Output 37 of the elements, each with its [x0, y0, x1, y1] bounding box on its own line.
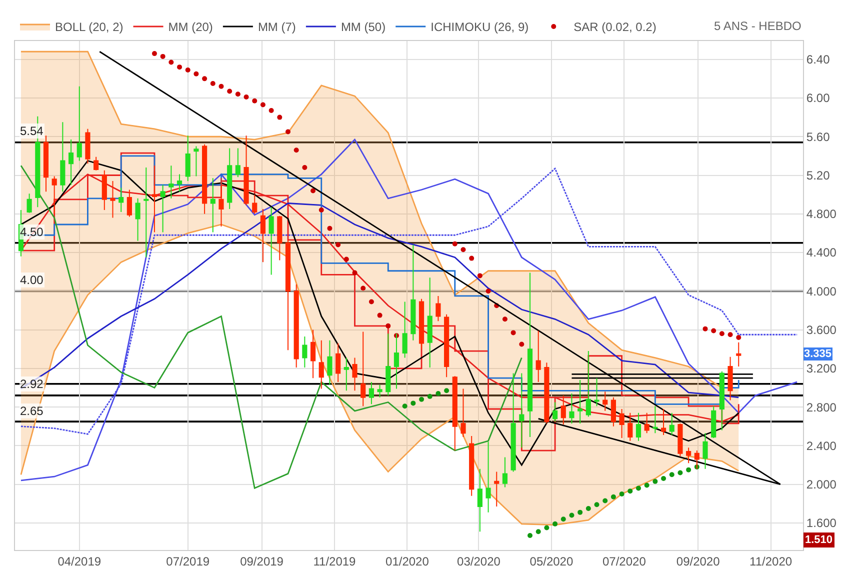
x-tick-label: 03/2020 — [457, 554, 501, 568]
x-tick-label: 11/2020 — [750, 554, 792, 568]
legend-label: MM (50) — [340, 20, 386, 34]
text: 5 ANS - HEBDO — [714, 19, 802, 33]
y-tick-label: 4.400 — [806, 246, 837, 260]
x-tick-label: 09/2020 — [676, 554, 720, 568]
x-tick-label: 04/2019 — [58, 554, 102, 568]
y-tick-label: 2.400 — [806, 438, 837, 453]
legend-label: BOLL (20, 2) — [55, 20, 124, 34]
y-tick-label: 1.600 — [806, 516, 837, 530]
x-tick-label: 11/2019 — [313, 554, 356, 568]
legend-label: MM (7) — [258, 20, 296, 34]
legend-label: ICHIMOKU (26, 9) — [430, 20, 529, 34]
ref-line-label: 2.65 — [20, 404, 44, 418]
legend-label: MM (20) — [168, 20, 213, 34]
annotation: 3.335 — [804, 348, 832, 360]
y-tick-label: 4.800 — [806, 207, 837, 222]
x-tick-label: 07/2019 — [166, 554, 210, 568]
ref-line-label: 4.00 — [20, 273, 44, 287]
y-tick-label: 2.000 — [806, 478, 837, 492]
x-tick-label: 01/2020 — [386, 554, 430, 568]
legend-label: SAR (0.02, 0.2) — [574, 20, 656, 34]
y-tick-label: 6.00 — [806, 91, 830, 106]
y-tick-label: 3.200 — [806, 362, 837, 376]
y-tick-label: 5.20 — [806, 168, 830, 182]
y-tick-label: 5.60 — [806, 130, 830, 144]
y-tick-label: 6.40 — [806, 52, 830, 67]
ref-line-label: 4.50 — [20, 225, 44, 239]
y-tick-label: 2.800 — [806, 400, 837, 414]
y-tick-label: 4.000 — [806, 284, 837, 298]
x-tick-label: 09/2019 — [240, 554, 284, 568]
x-tick-label: 05/2020 — [530, 554, 574, 568]
x-tick-label: 07/2020 — [602, 554, 646, 568]
ref-line-label: 2.92 — [20, 377, 44, 391]
ref-line-label: 5.54 — [20, 124, 44, 138]
y-tick-label: 3.600 — [806, 322, 837, 337]
text: 1.510 — [805, 534, 833, 546]
